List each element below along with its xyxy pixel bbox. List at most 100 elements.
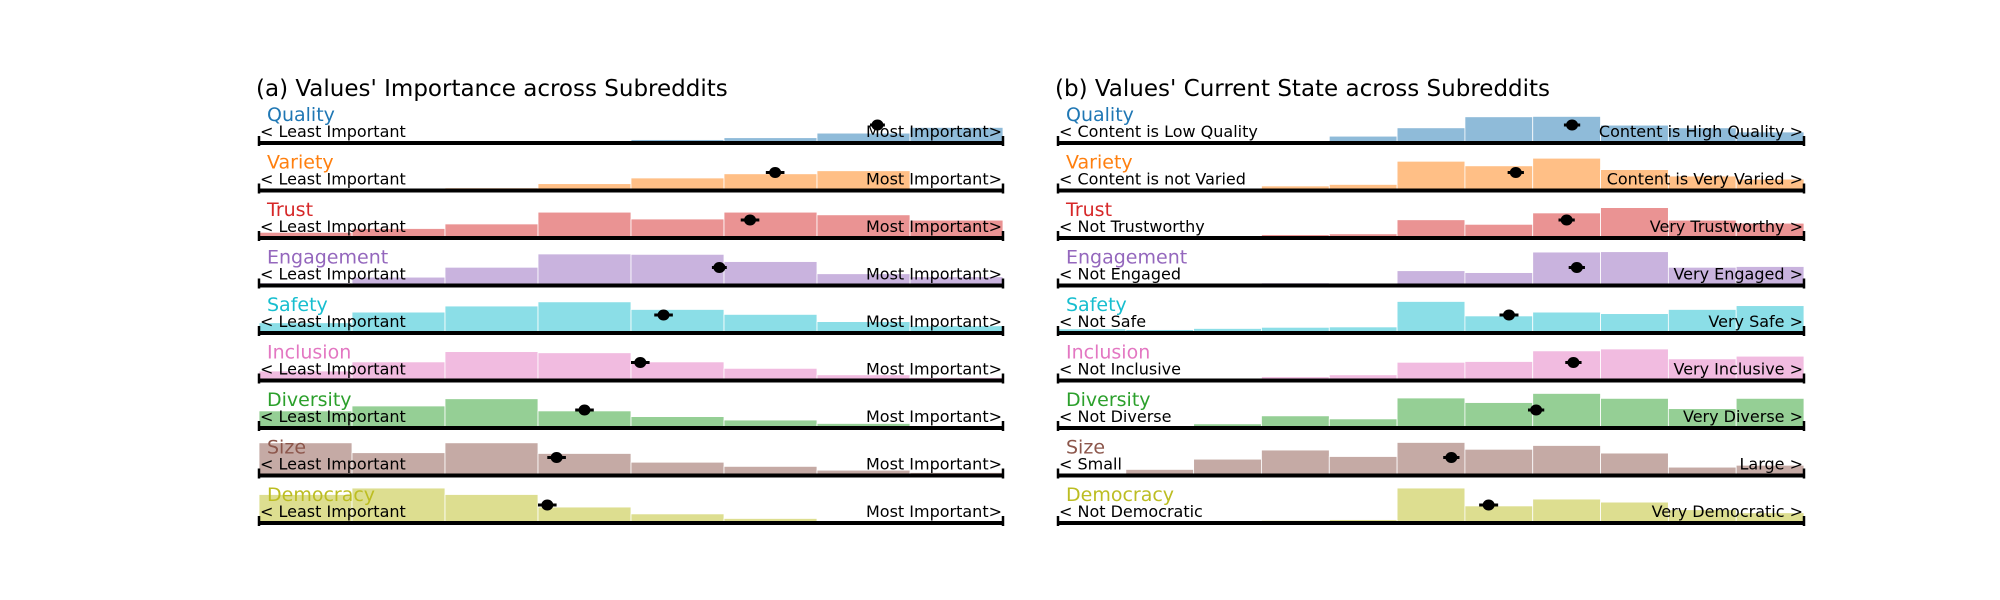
hist-bar	[1464, 448, 1534, 476]
hist-bar	[630, 218, 725, 239]
left-end-label: < Not Diverse	[1059, 407, 1171, 426]
left-end-label: < Not Democratic	[1059, 502, 1203, 521]
hist-bar	[1328, 456, 1398, 476]
row-name: Inclusion	[1066, 342, 1150, 364]
row-trust: Trust< Not Trustworthy Very Trustworthy >	[1056, 199, 1806, 241]
right-end-label: Most Important>	[866, 170, 1002, 189]
row-name: Engagement	[1066, 247, 1187, 269]
hist-bar	[1464, 505, 1534, 524]
hist-bar	[1396, 219, 1466, 239]
hist-bar	[537, 211, 632, 239]
hist-bar	[444, 305, 539, 334]
left-end-label: < Least Important	[260, 170, 406, 189]
hist-bar	[1396, 301, 1466, 334]
hist-bar	[444, 351, 539, 381]
mean-point	[634, 357, 647, 368]
row-diversity: Diversity< Not Diverse Very Diverse >	[1056, 389, 1806, 431]
left-end-label: < Least Important	[260, 122, 406, 141]
panel-title: (a) Values' Importance across Subreddits	[256, 76, 728, 102]
panel-importance: (a) Values' Importance across Subreddits…	[256, 76, 1005, 526]
hist-bar	[1396, 127, 1466, 144]
row-engagement: Engagement< Not Engaged Very Engaged >	[1056, 247, 1806, 289]
right-end-label: Very Engaged >	[1673, 265, 1803, 284]
left-end-label: < Not Inclusive	[1059, 360, 1181, 379]
hist-bar	[1532, 157, 1601, 191]
row-name: Inclusion	[267, 342, 351, 364]
hist-bar	[1735, 397, 1805, 429]
hist-bar	[723, 211, 818, 239]
hist-bar	[1261, 449, 1330, 476]
left-end-label: < Least Important	[260, 312, 406, 331]
row-name: Diversity	[1066, 389, 1151, 411]
right-end-label: Very Safe >	[1708, 312, 1803, 331]
right-end-label: Very Trustworthy >	[1650, 217, 1803, 236]
hist-bar	[1532, 350, 1601, 381]
mean-point	[1570, 262, 1583, 273]
hist-bar	[1532, 251, 1601, 286]
right-end-label: Most Important>	[866, 312, 1002, 331]
row-variety: Variety< Least Important Most Important>	[257, 152, 1005, 194]
mean-point	[657, 309, 670, 321]
row-name: Quality	[267, 104, 335, 126]
hist-bar	[351, 487, 446, 524]
hist-bar	[1464, 165, 1534, 191]
mean-point	[1445, 452, 1458, 463]
hist-bar	[1600, 313, 1669, 334]
row-inclusion: Inclusion< Not Inclusive Very Inclusive >	[1056, 342, 1806, 384]
left-end-label: < Content is not Varied	[1059, 170, 1246, 189]
hist-bar	[1600, 452, 1669, 476]
right-end-label: Most Important>	[866, 455, 1002, 474]
row-name: Size	[267, 437, 306, 459]
hist-bar	[630, 253, 725, 286]
hist-bar	[1532, 498, 1601, 524]
right-end-label: Most Important>	[866, 407, 1002, 426]
row-name: Democracy	[267, 484, 375, 506]
hist-bar	[1532, 311, 1601, 334]
row-name: Variety	[267, 152, 334, 174]
hist-bar	[444, 266, 539, 286]
left-end-label: < Content is Low Quality	[1059, 122, 1258, 141]
hist-bar	[1464, 315, 1534, 334]
row-name: Safety	[267, 294, 328, 316]
row-variety: Variety< Content is not Varied Content is…	[1056, 152, 1806, 194]
row-safety: Safety< Least Important Most Important>	[257, 294, 1005, 336]
hist-bar	[258, 442, 353, 476]
hist-bar	[258, 494, 353, 524]
hist-bar	[1600, 397, 1669, 429]
mean-point	[1509, 167, 1522, 178]
hist-bar	[1735, 355, 1805, 381]
row-democracy: Democracy< Not Democratic Very Democratic…	[1056, 484, 1806, 526]
left-end-label: < Least Important	[260, 502, 406, 521]
hist-bar	[1396, 487, 1466, 524]
hist-bar	[444, 223, 539, 239]
hist-bar	[1464, 116, 1534, 144]
hist-bar	[1600, 251, 1669, 286]
mean-point	[871, 119, 884, 131]
left-end-label: < Not Safe	[1059, 312, 1146, 331]
row-name: Safety	[1066, 294, 1127, 316]
row-name: Diversity	[267, 389, 352, 411]
right-end-label: Most Important>	[866, 360, 1002, 379]
hist-bar	[444, 398, 539, 429]
hist-bar	[1464, 361, 1534, 381]
hist-bar	[1396, 270, 1466, 286]
mean-point	[769, 167, 782, 178]
hist-bar	[723, 313, 818, 334]
left-end-label: < Least Important	[260, 407, 406, 426]
hist-bar	[1464, 402, 1534, 429]
mean-point	[550, 452, 563, 463]
mean-point	[1567, 357, 1580, 368]
row-name: Quality	[1066, 104, 1134, 126]
row-name: Size	[1066, 437, 1105, 459]
row-quality: Quality< Least Important Most Important>	[257, 104, 1005, 146]
mean-point	[541, 499, 554, 511]
hist-bar	[444, 442, 539, 476]
right-end-label: Very Democratic >	[1652, 502, 1803, 521]
mean-point	[1566, 119, 1579, 131]
left-end-label: < Not Engaged	[1059, 265, 1181, 284]
row-safety: Safety< Not Safe Very Safe >	[1056, 294, 1806, 336]
right-end-label: Most Important>	[866, 217, 1002, 236]
hist-bar	[1532, 445, 1601, 476]
hist-bar	[1396, 361, 1466, 381]
